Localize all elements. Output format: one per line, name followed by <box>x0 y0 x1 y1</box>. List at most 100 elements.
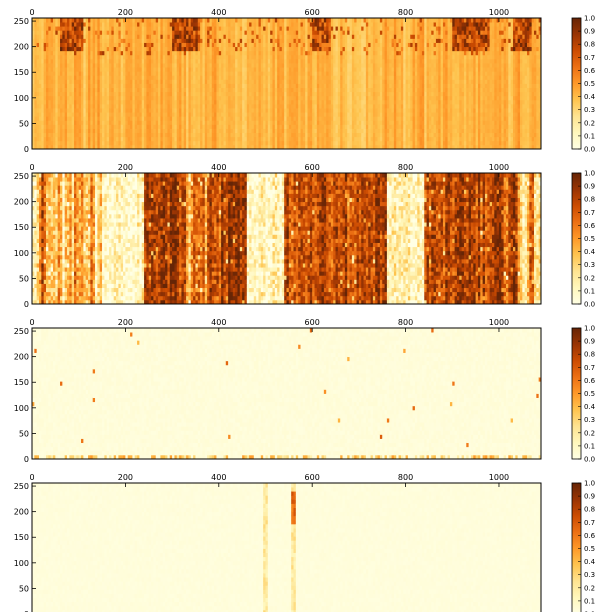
heatmap-cell <box>118 133 121 137</box>
heatmap-cell <box>303 30 306 34</box>
heatmap-cell <box>387 67 390 71</box>
heatmap-cell <box>114 47 117 51</box>
heatmap-cell <box>347 43 350 47</box>
heatmap-cell <box>333 26 336 30</box>
heatmap-cell <box>142 38 145 42</box>
heatmap-cell <box>303 84 306 88</box>
heatmap-cell <box>247 22 250 26</box>
heatmap-cell <box>130 63 133 67</box>
heatmap-cell <box>44 71 47 75</box>
heatmap-cell <box>324 96 327 100</box>
heatmap-cell <box>107 88 110 92</box>
heatmap-cell <box>132 59 135 63</box>
heatmap-cell <box>294 96 297 100</box>
heatmap-cell <box>144 75 147 79</box>
heatmap-cell <box>102 104 105 108</box>
heatmap-cell <box>142 18 145 22</box>
heatmap-cell <box>139 133 142 137</box>
heatmap-cell <box>69 104 72 108</box>
heatmap-cell <box>158 88 161 92</box>
heatmap-cell <box>153 133 156 137</box>
heatmap-cell <box>158 84 161 88</box>
heatmap-cell <box>296 22 299 26</box>
heatmap-cell <box>111 133 114 137</box>
heatmap-cell <box>256 79 259 83</box>
heatmap-cell <box>195 84 198 88</box>
heatmap-cell <box>296 116 299 120</box>
heatmap-cell <box>315 43 318 47</box>
heatmap-cell <box>142 137 145 141</box>
heatmap-cell <box>114 63 117 67</box>
heatmap-cell <box>179 104 182 108</box>
heatmap-cell <box>202 104 205 108</box>
heatmap-cell <box>107 30 110 34</box>
heatmap-cell <box>170 63 173 67</box>
heatmap-cell <box>277 30 280 34</box>
heatmap-cell <box>181 84 184 88</box>
heatmap-cell <box>382 100 385 104</box>
heatmap-cell <box>317 116 320 120</box>
heatmap-cell <box>41 100 44 104</box>
heatmap-cell <box>118 88 121 92</box>
heatmap-cell <box>364 47 367 51</box>
heatmap-cell <box>350 18 353 22</box>
heatmap-cell <box>216 88 219 92</box>
heatmap-cell <box>235 59 238 63</box>
heatmap-cell <box>340 26 343 30</box>
heatmap-cell <box>242 79 245 83</box>
heatmap-cell <box>373 120 376 124</box>
heatmap-cell <box>317 38 320 42</box>
heatmap-cell <box>270 133 273 137</box>
heatmap-cell <box>216 116 219 120</box>
heatmap-cell <box>170 67 173 71</box>
heatmap-cell <box>249 43 252 47</box>
heatmap-cell <box>72 30 75 34</box>
heatmap-cell <box>392 51 395 55</box>
heatmap-cell <box>254 34 257 38</box>
heatmap-cell <box>287 26 290 30</box>
heatmap-cell <box>361 43 364 47</box>
heatmap-cell <box>74 79 77 83</box>
heatmap-cell <box>375 100 378 104</box>
heatmap-cell <box>158 137 161 141</box>
heatmap-cell <box>249 51 252 55</box>
heatmap-cell <box>121 51 124 55</box>
heatmap-cell <box>280 88 283 92</box>
heatmap-cell <box>41 67 44 71</box>
heatmap-cell <box>74 75 77 79</box>
heatmap-cell <box>83 92 86 96</box>
heatmap-cell <box>191 104 194 108</box>
heatmap-cell <box>336 67 339 71</box>
heatmap-cell <box>93 63 96 67</box>
heatmap-cell <box>137 75 140 79</box>
heatmap-cell <box>79 88 82 92</box>
heatmap-cell <box>114 67 117 71</box>
heatmap-cell <box>226 129 229 133</box>
heatmap-cell <box>81 43 84 47</box>
heatmap-cell <box>158 141 161 145</box>
heatmap-cell <box>41 55 44 59</box>
heatmap-cell <box>214 67 217 71</box>
heatmap-cell <box>240 84 243 88</box>
heatmap-cell <box>357 71 360 75</box>
heatmap-cell <box>385 112 388 116</box>
heatmap-cell <box>107 104 110 108</box>
heatmap-cell <box>237 88 240 92</box>
heatmap-cell <box>272 47 275 51</box>
heatmap-cell <box>58 75 61 79</box>
heatmap-cell <box>258 100 261 104</box>
heatmap-cell <box>76 112 79 116</box>
heatmap-cell <box>317 141 320 145</box>
heatmap-cell <box>209 67 212 71</box>
heatmap-cell <box>151 88 154 92</box>
heatmap-cell <box>350 59 353 63</box>
heatmap-cell <box>205 47 208 51</box>
heatmap-cell <box>333 133 336 137</box>
heatmap-cell <box>394 47 397 51</box>
heatmap-cell <box>256 38 259 42</box>
heatmap-cell <box>65 55 68 59</box>
heatmap-cell <box>284 79 287 83</box>
heatmap-cell <box>48 18 51 22</box>
heatmap-cell <box>380 79 383 83</box>
heatmap-cell <box>188 108 191 112</box>
